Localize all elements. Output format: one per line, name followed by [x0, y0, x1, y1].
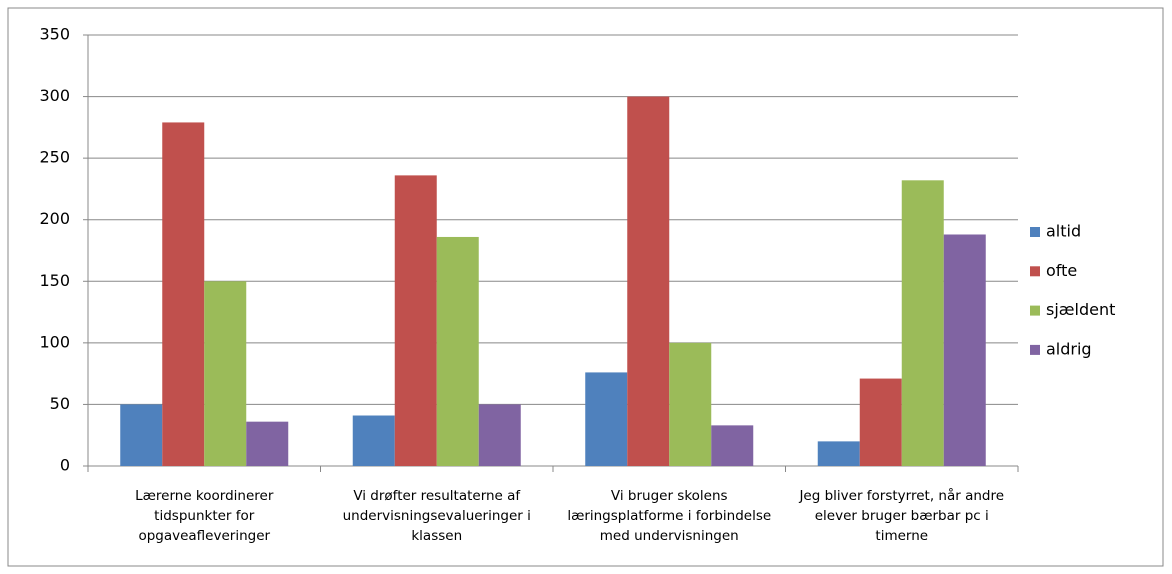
x-tick-label: Vi bruger skolens læringsplatforme i for… [567, 488, 772, 544]
y-tick-label: 0 [60, 456, 70, 475]
legend-swatch [1030, 227, 1040, 237]
bar [817, 441, 860, 466]
legend-swatch [1030, 305, 1040, 316]
bar [162, 122, 205, 466]
bar [394, 175, 437, 466]
y-tick-label: 50 [50, 394, 70, 413]
y-tick-label: 250 [39, 148, 70, 167]
bar [901, 180, 944, 466]
bar [204, 281, 247, 466]
bar [246, 421, 289, 466]
y-tick-label: 350 [39, 25, 70, 44]
bar [585, 372, 628, 466]
bar [711, 425, 754, 466]
bar [478, 404, 521, 466]
bar [859, 378, 902, 466]
y-tick-label: 150 [39, 271, 70, 290]
bar [627, 96, 670, 467]
x-tick-label: Vi drøfter resultaterne af undervisnings… [342, 488, 531, 544]
bar [352, 415, 395, 466]
legend-label: ofte [1046, 261, 1077, 280]
y-tick-label: 200 [39, 209, 70, 228]
y-tick-label: 300 [39, 86, 70, 105]
legend-label: altid [1046, 222, 1081, 241]
bar [436, 236, 479, 466]
x-tick-label: Jeg bliver forstyrret, når andre elever … [799, 488, 1005, 544]
y-tick-label: 100 [39, 332, 70, 351]
x-tick-label: Lærerne koordinerer tidspunkter for opga… [135, 488, 274, 544]
legend-label: aldrig [1046, 339, 1092, 358]
bar [669, 342, 712, 466]
legend-label: sjældent [1046, 300, 1115, 319]
bar [120, 404, 163, 466]
legend-swatch [1030, 266, 1040, 277]
bar [943, 234, 986, 466]
legend-swatch [1030, 344, 1040, 355]
